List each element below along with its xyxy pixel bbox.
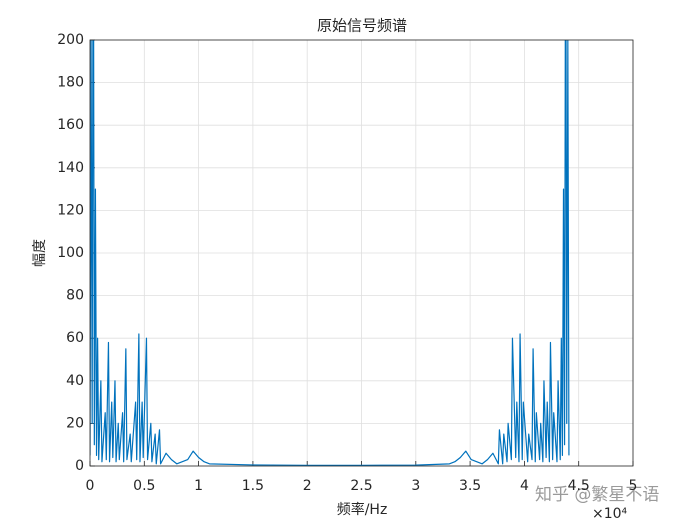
y-tick-label: 80	[66, 288, 84, 304]
y-tick-label: 120	[57, 202, 84, 218]
y-tick-label: 140	[57, 160, 84, 176]
y-tick-label: 160	[57, 117, 84, 133]
x-tick-label: 4	[520, 478, 529, 494]
x-multiplier: ×10⁴	[592, 506, 628, 522]
watermark: 知乎 @繁星不语	[535, 485, 659, 505]
y-axis-label: 幅度	[32, 239, 48, 267]
x-tick-label: 1.5	[242, 478, 264, 494]
x-tick-label: 3	[411, 478, 420, 494]
x-tick-label: 5	[629, 478, 638, 494]
y-tick-label: 180	[57, 75, 84, 91]
axes-box	[89, 39, 634, 467]
y-tick-label: 60	[66, 330, 84, 346]
x-axis-label: 频率/Hz	[337, 501, 388, 518]
data-line	[90, 40, 570, 466]
y-tick-label: 0	[75, 458, 84, 474]
chart-title: 原始信号频谱	[317, 17, 407, 35]
x-tick-label: 2.5	[350, 478, 372, 494]
y-tick-label: 20	[66, 415, 84, 431]
y-tick-label: 100	[57, 245, 84, 261]
y-tick-label: 40	[66, 373, 84, 389]
y-tick-label: 200	[57, 32, 84, 48]
x-tick-label: 4.5	[568, 478, 590, 494]
x-tick-label: 3.5	[459, 478, 481, 494]
x-tick-label: 0	[86, 478, 95, 494]
x-tick-label: 0.5	[133, 478, 155, 494]
x-tick-label: 1	[194, 478, 203, 494]
x-tick-label: 2	[303, 478, 312, 494]
